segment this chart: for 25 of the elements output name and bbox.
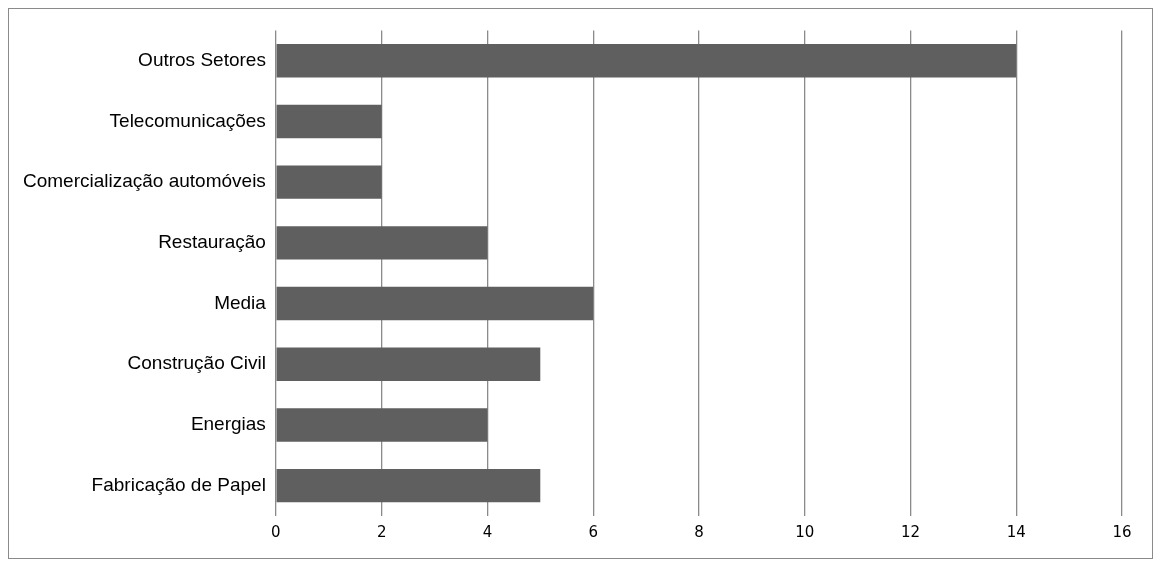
bar xyxy=(276,226,488,260)
bar xyxy=(276,286,594,321)
y-tick-label: Media xyxy=(214,291,267,313)
bar xyxy=(276,104,382,139)
bar xyxy=(276,408,488,442)
bar xyxy=(276,468,541,503)
x-tick-label: 2 xyxy=(376,522,387,541)
y-tick-label: Restauração xyxy=(158,231,266,253)
y-tick-label: Energias xyxy=(190,413,266,435)
x-tick-label: 8 xyxy=(694,522,704,541)
y-tick-label: Telecomunicações xyxy=(109,109,266,131)
y-tick-label: Comercialização automóveis xyxy=(22,170,266,192)
x-tick-label: 16 xyxy=(1112,522,1132,541)
y-tick-label: Construção Civil xyxy=(127,352,266,374)
x-tick-label: 10 xyxy=(795,522,815,541)
y-tick-label: Outros Setores xyxy=(138,48,266,70)
x-tick-label: 6 xyxy=(588,522,598,541)
x-tick-label: 12 xyxy=(900,522,921,541)
x-tick-label: 14 xyxy=(1006,522,1026,541)
x-tick-label: 0 xyxy=(271,522,281,541)
bar xyxy=(276,347,541,381)
bar xyxy=(276,44,1017,78)
y-tick-label: Fabricação de Papel xyxy=(91,473,266,495)
x-tick-label: 4 xyxy=(482,522,493,541)
bar xyxy=(276,165,382,199)
